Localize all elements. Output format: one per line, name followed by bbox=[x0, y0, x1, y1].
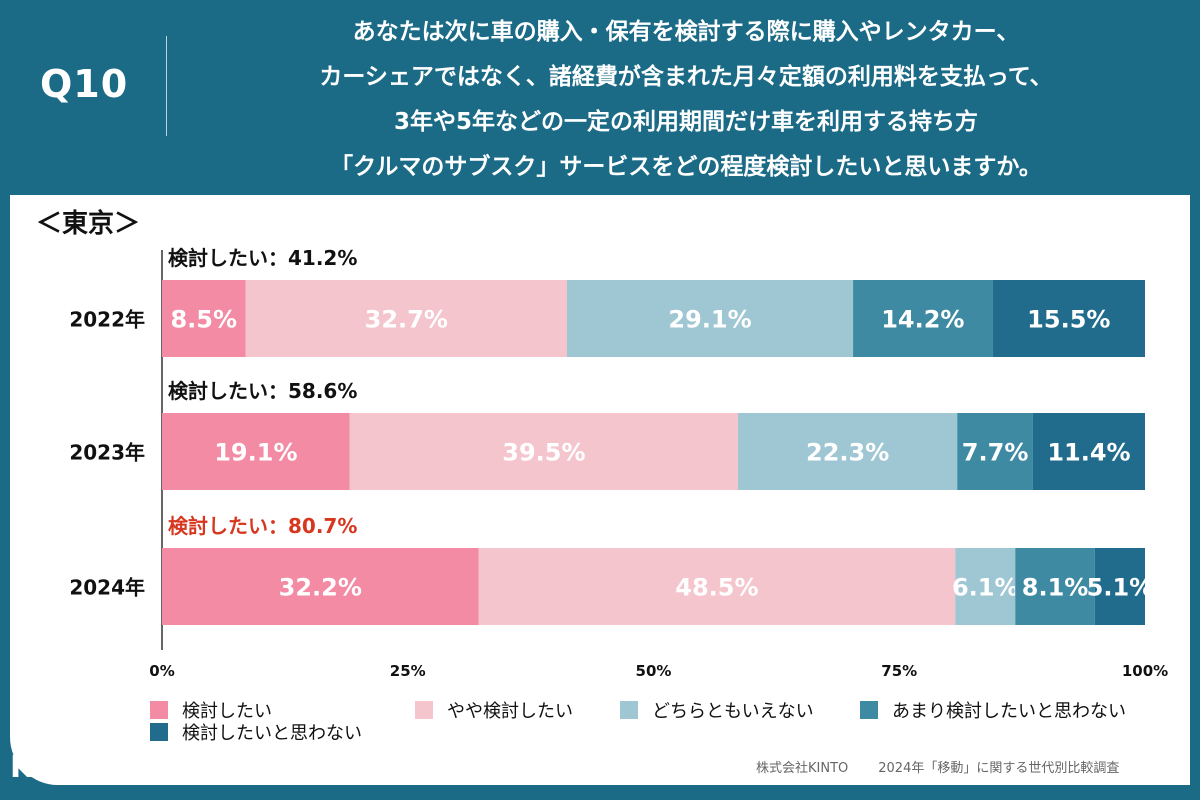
data-label: 19.1% bbox=[214, 439, 297, 467]
data-label: 8.1% bbox=[1022, 574, 1089, 602]
legend-label: 検討したい bbox=[182, 701, 272, 722]
header-banner: Q10 あなたは次に車の購入・保有を検討する際に購入やレンタカー、 カーシェアで… bbox=[0, 0, 1200, 195]
data-label: 32.2% bbox=[279, 574, 362, 602]
bar-segment bbox=[349, 413, 739, 490]
data-label: 14.2% bbox=[881, 306, 964, 334]
footer-survey: 2024年「移動」に関する世代別比較調査 bbox=[878, 761, 1120, 776]
data-label: 48.5% bbox=[675, 574, 758, 602]
bar-segment bbox=[992, 280, 1145, 357]
question-line: あなたは次に車の購入・保有を検討する際に購入やレンタカー、 bbox=[352, 19, 1020, 45]
x-tick-label: 25% bbox=[390, 662, 426, 680]
bar-segment bbox=[245, 280, 567, 357]
x-tick-label: 75% bbox=[881, 662, 917, 680]
legend-swatch bbox=[150, 701, 168, 719]
category-label: 2022年 bbox=[69, 308, 145, 332]
data-label: 15.5% bbox=[1027, 306, 1110, 334]
bar-segment bbox=[957, 413, 1033, 490]
bar-segment bbox=[1094, 548, 1145, 625]
data-label: 32.7% bbox=[365, 306, 448, 334]
footer-credits: 株式会社KINTO 2024年「移動」に関する世代別比較調査 bbox=[756, 757, 1119, 776]
question-number: Q10 bbox=[40, 62, 129, 106]
logo-arc-icon bbox=[53, 746, 69, 753]
summary-label: 検討したい：41.2% bbox=[168, 246, 357, 270]
category-label: 2024年 bbox=[69, 576, 145, 600]
bar-segment bbox=[1032, 413, 1145, 490]
question-line: 3年や5年などの一定の利用期間だけ車を利用する持ち方 bbox=[393, 109, 978, 135]
summary-label: 検討したい：80.7% bbox=[168, 514, 357, 538]
legend-item: 検討したいと思わない bbox=[150, 719, 362, 745]
question-line: 「クルマのサブスク」サービスをどの程度検討したいと思いますか。 bbox=[330, 154, 1042, 180]
data-label: 22.3% bbox=[806, 439, 889, 467]
data-label: 39.5% bbox=[502, 439, 585, 467]
legend-label: どちらともいえない bbox=[652, 701, 814, 722]
question-line: カーシェアではなく、諸経費が含まれた月々定額の利用料を支払って、 bbox=[319, 64, 1053, 90]
bar-segment bbox=[738, 413, 958, 490]
legend-swatch bbox=[415, 701, 433, 719]
legend-swatch bbox=[150, 723, 168, 741]
bar-segment bbox=[162, 548, 479, 625]
legend-item: どちらともいえない bbox=[620, 697, 814, 723]
bar-segment bbox=[1015, 548, 1095, 625]
bar-segment bbox=[162, 413, 350, 490]
legend-swatch bbox=[620, 701, 638, 719]
data-label: 8.5% bbox=[170, 306, 237, 334]
kinto-logo: KINTO bbox=[10, 750, 136, 785]
legend-item: やや検討したい bbox=[415, 697, 573, 723]
legend-label: あまり検討したいと思わない bbox=[892, 701, 1126, 722]
bar-segment bbox=[162, 280, 246, 357]
category-label: 2023年 bbox=[69, 441, 145, 465]
bar-segment bbox=[566, 280, 854, 357]
legend-swatch bbox=[860, 701, 878, 719]
legend-item: 検討したい bbox=[150, 697, 272, 723]
bar-segment bbox=[955, 548, 1016, 625]
footer-company: 株式会社KINTO bbox=[756, 761, 849, 776]
legend-label: やや検討したい bbox=[447, 701, 573, 722]
header-divider bbox=[166, 36, 167, 136]
region-label: ＜東京＞ bbox=[36, 209, 141, 239]
data-label: 6.1% bbox=[952, 574, 1019, 602]
x-tick-label: 0% bbox=[149, 662, 174, 680]
x-tick-label: 50% bbox=[636, 662, 672, 680]
legend-item: あまり検討したいと思わない bbox=[860, 697, 1126, 723]
x-tick-label: 100% bbox=[1122, 662, 1168, 680]
bar-segment bbox=[853, 280, 993, 357]
legend-label: 検討したいと思わない bbox=[182, 723, 362, 744]
question-text: あなたは次に車の購入・保有を検討する際に購入やレンタカー、 カーシェアではなく、… bbox=[186, 10, 1186, 190]
data-label: 5.1% bbox=[1087, 574, 1154, 602]
data-label: 11.4% bbox=[1047, 439, 1130, 467]
summary-label: 検討したい：58.6% bbox=[168, 379, 357, 403]
bar-segment bbox=[478, 548, 956, 625]
data-label: 7.7% bbox=[962, 439, 1029, 467]
data-label: 29.1% bbox=[668, 306, 751, 334]
